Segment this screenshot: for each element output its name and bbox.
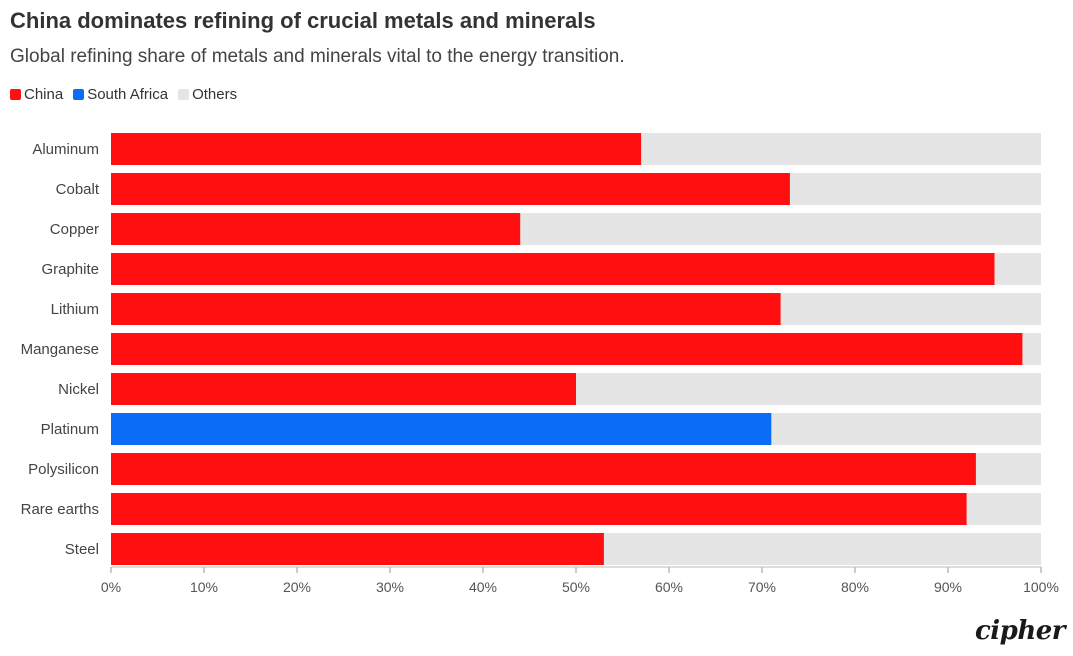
- category-label-steel: Steel: [65, 541, 99, 558]
- legend-swatch-china: [10, 89, 21, 100]
- x-tick-label: 100%: [1023, 579, 1059, 595]
- bar-cobalt: [111, 173, 790, 205]
- legend-swatch-others: [178, 89, 190, 100]
- x-tick-label: 10%: [190, 579, 218, 595]
- bar-steel: [111, 533, 604, 565]
- bar-nickel: [111, 373, 576, 405]
- x-tick-label: 50%: [562, 579, 590, 595]
- chart-subtitle: Global refining share of metals and mine…: [10, 46, 625, 67]
- x-tick-label: 90%: [934, 579, 962, 595]
- x-tick-label: 70%: [748, 579, 776, 595]
- legend-label-south-africa: South Africa: [87, 86, 169, 103]
- category-label-lithium: Lithium: [51, 301, 99, 318]
- chart-title: China dominates refining of crucial meta…: [10, 8, 596, 33]
- legend-label-china: China: [24, 86, 64, 103]
- category-label-cobalt: Cobalt: [56, 181, 100, 198]
- bar-aluminum: [111, 133, 642, 165]
- category-label-nickel: Nickel: [58, 381, 99, 398]
- bar-copper: [111, 213, 521, 245]
- x-tick-label: 80%: [841, 579, 869, 595]
- x-tick-label: 40%: [469, 579, 497, 595]
- bar-polysilicon: [111, 453, 976, 485]
- category-label-graphite: Graphite: [41, 261, 99, 278]
- bar-graphite: [111, 253, 995, 285]
- x-tick-label: 20%: [283, 579, 311, 595]
- bar-manganese: [111, 333, 1023, 365]
- brand-logo: cipher: [974, 616, 1066, 646]
- legend-label-others: Others: [192, 86, 238, 103]
- bar-rare-earths: [111, 493, 967, 525]
- category-label-copper: Copper: [50, 221, 99, 238]
- x-tick-label: 30%: [376, 579, 404, 595]
- category-label-polysilicon: Polysilicon: [28, 461, 99, 478]
- category-label-manganese: Manganese: [21, 341, 99, 358]
- legend-item-china: China: [10, 86, 63, 103]
- legend-item-south-africa: South Africa: [73, 86, 168, 103]
- legend-swatch-south-africa: [73, 89, 85, 100]
- category-label-platinum: Platinum: [41, 421, 99, 438]
- x-tick-label: 0%: [101, 579, 121, 595]
- category-label-rare-earths: Rare earths: [21, 501, 99, 518]
- bar-lithium: [111, 293, 781, 325]
- x-tick-label: 60%: [655, 579, 683, 595]
- category-label-aluminum: Aluminum: [32, 141, 99, 158]
- legend: China South Africa Others: [10, 86, 237, 103]
- legend-item-others: Others: [178, 86, 237, 103]
- bar-platinum: [111, 413, 772, 445]
